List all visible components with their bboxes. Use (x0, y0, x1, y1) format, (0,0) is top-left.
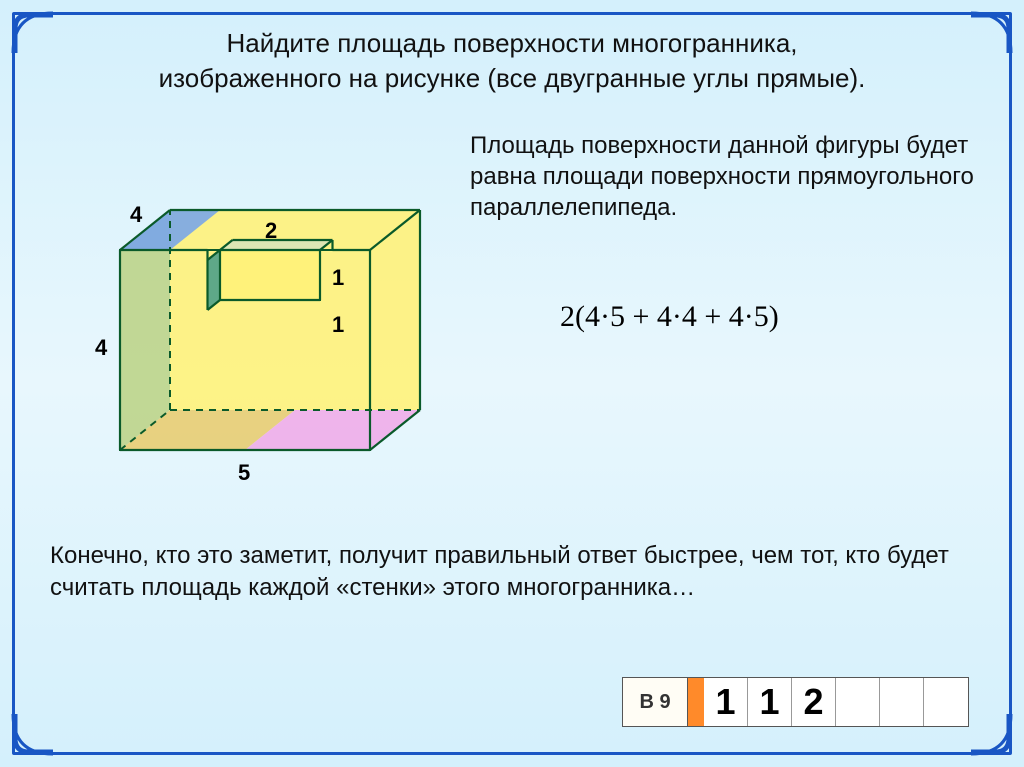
answer-digit-3 (836, 678, 880, 726)
label-left-h: 4 (95, 335, 108, 360)
explanation-text: Площадь поверхности данной фигуры будет … (470, 130, 979, 224)
title-line2: изображенного на рисунке (все двугранные… (159, 63, 866, 93)
label-notch-side: 1 (332, 312, 344, 337)
answer-digit-5 (924, 678, 968, 726)
answer-digit-4 (880, 678, 924, 726)
problem-title: Найдите площадь поверхности многогранник… (0, 26, 1024, 96)
corner-ornament-br (971, 714, 1015, 758)
answer-box: В 9 1 1 2 (622, 677, 969, 727)
comment-text: Конечно, кто это заметит, получит правил… (50, 540, 974, 605)
answer-marker (688, 678, 704, 726)
label-notch-w: 2 (265, 218, 277, 243)
notch-front-fill (220, 250, 320, 300)
formula-text: 2(4·5 + 4·4 + 4·5) (560, 300, 779, 334)
answer-digit-1: 1 (748, 678, 792, 726)
answer-digit-0: 1 (704, 678, 748, 726)
title-line1: Найдите площадь поверхности многогранник… (226, 28, 797, 58)
answer-label: В 9 (623, 678, 688, 726)
label-bottom: 5 (238, 460, 250, 485)
corner-ornament-bl (9, 714, 53, 758)
polyhedron-diagram: 5 4 4 2 1 1 (60, 130, 460, 500)
label-top-depth: 4 (130, 202, 143, 227)
answer-digit-2: 2 (792, 678, 836, 726)
label-notch-front: 1 (332, 265, 344, 290)
